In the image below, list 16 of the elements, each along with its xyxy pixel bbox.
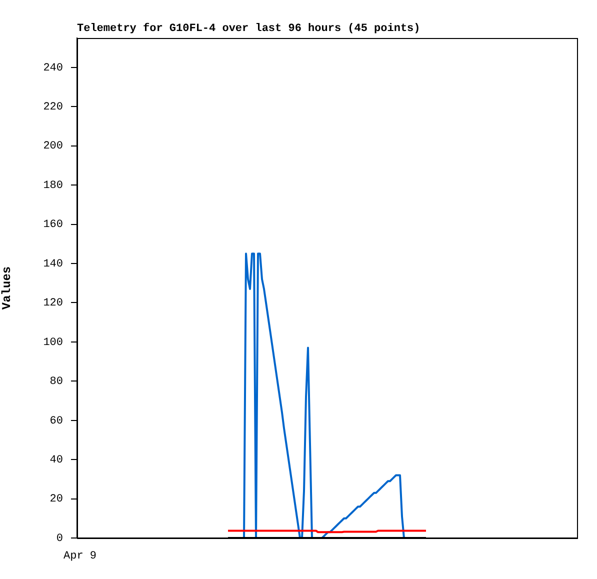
y-tick-label: 80: [50, 376, 63, 388]
chart-title: Telemetry for G10FL-4 over last 96 hours (45 points): [77, 23, 420, 35]
y-tick-label: 20: [50, 494, 63, 506]
y-axis-title: Values: [0, 266, 14, 310]
y-tick-label: 140: [43, 258, 63, 270]
text: Apr 9: [63, 550, 97, 562]
y-tick-label: 100: [43, 336, 63, 349]
y-tick-label: 200: [43, 140, 63, 153]
y-tick-label: 60: [50, 415, 63, 428]
y-tick-label: 240: [43, 62, 63, 74]
y-tick-label: 180: [43, 180, 63, 192]
y-tick-label: 120: [43, 298, 63, 310]
y-tick-label: 220: [43, 102, 63, 114]
y-tick-label: 160: [43, 219, 63, 232]
y-tick-label: 0: [56, 532, 63, 545]
y-tick-label: 40: [50, 454, 63, 466]
